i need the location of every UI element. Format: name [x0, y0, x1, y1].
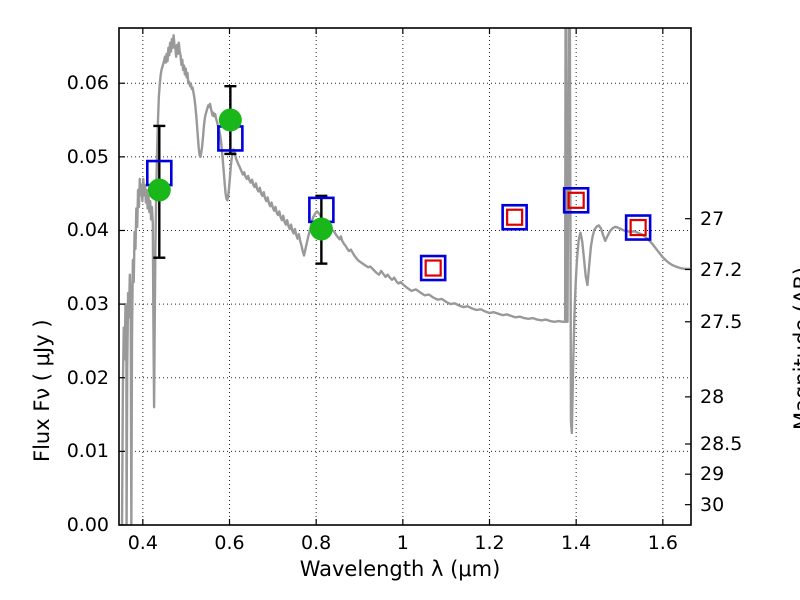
y-tick-label-right: 28 — [700, 385, 725, 408]
y-tick-label-left: 0.03 — [66, 293, 109, 316]
y-axis-left-title-text: Flux Fν ( μJy ) — [30, 319, 54, 462]
y-tick-label-right: 30 — [700, 493, 725, 516]
model-spectrum-curve — [120, 28, 691, 525]
observed-circle-markers — [147, 108, 333, 241]
y-tick-label-left: 0.02 — [66, 366, 109, 389]
y-tick-label-left: 0.05 — [66, 145, 109, 168]
x-axis-title-text: Wavelength λ (μm) — [299, 557, 501, 581]
x-tick-label: 1.2 — [474, 532, 505, 554]
x-tick-label: 1.4 — [561, 532, 592, 554]
y-axis-right-title-text: Magnitude (AB) — [790, 266, 800, 430]
y-axis-right-title: Magnitude (AB) — [790, 267, 800, 430]
x-tick-label: 0.4 — [127, 532, 158, 554]
y-tick-label-left: 0.04 — [66, 219, 109, 242]
y-tick-label-left: 0.01 — [66, 440, 109, 463]
model-square-markers — [146, 125, 652, 282]
errorbar-layer — [153, 84, 328, 265]
y-tick-label-right: 29 — [700, 463, 725, 486]
y-tick-label-right: 27.2 — [700, 258, 743, 281]
axis-ticks — [119, 28, 691, 526]
x-tick-label: 1 — [396, 532, 409, 554]
x-tick-label: 0.6 — [214, 532, 245, 554]
y-tick-label-right: 27 — [700, 207, 725, 230]
y-tick-label-left: 0.00 — [66, 514, 109, 536]
y-tick-label-left: 0.06 — [66, 72, 109, 95]
y-tick-label-right: 28.5 — [700, 433, 743, 455]
x-axis-title: Wavelength λ (μm) — [0, 557, 800, 581]
grid-lines — [119, 28, 691, 525]
y-axis-left-title: Flux Fν ( μJy ) — [30, 319, 54, 462]
x-tick-label: 1.6 — [647, 532, 678, 554]
x-tick-label: 0.8 — [301, 532, 332, 554]
axes-frame — [118, 27, 692, 526]
y-tick-label-right: 27.5 — [700, 310, 743, 333]
